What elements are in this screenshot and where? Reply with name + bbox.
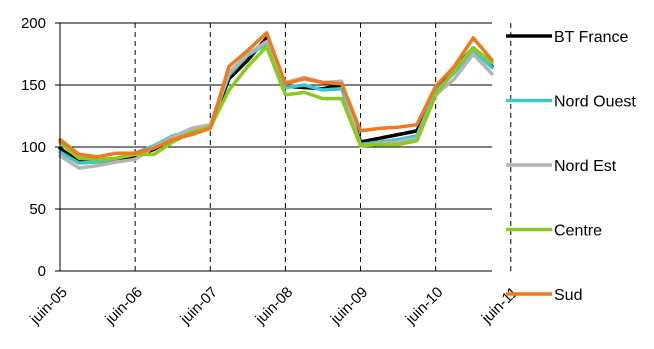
series-line-sud [58, 31, 494, 159]
x-tick-label-juin-09: juin-09 [327, 284, 372, 329]
legend-label-sud: Sud [554, 287, 582, 304]
x-tick-label-juin-10: juin-10 [402, 284, 447, 329]
x-tick-label-juin-05: juin-05 [26, 284, 71, 329]
y-tick-label-50: 50 [29, 201, 46, 218]
legend-label-nord-ouest: Nord Ouest [554, 94, 636, 111]
y-tick-label-150: 150 [21, 77, 46, 94]
grid [60, 22, 512, 271]
series-line-centre [58, 44, 494, 162]
legend-label-bt-france: BT France [554, 29, 629, 46]
y-tick-label-0: 0 [38, 263, 46, 280]
legend-label-centre: Centre [554, 223, 602, 240]
y-tick-label-200: 200 [21, 15, 46, 32]
x-tick-label-juin-08: juin-08 [252, 284, 297, 329]
x-tick-label-juin-07: juin-07 [177, 284, 222, 329]
x-tick-label-juin-06: juin-06 [101, 284, 146, 329]
series-lines [58, 31, 494, 170]
y-tick-label-100: 100 [21, 139, 46, 156]
x-tick-label-juin-11: juin-11 [478, 284, 522, 328]
legend: BT France Nord Ouest Nord Est Centre Sud [506, 29, 636, 304]
legend-label-nord-est: Nord Est [554, 158, 617, 175]
